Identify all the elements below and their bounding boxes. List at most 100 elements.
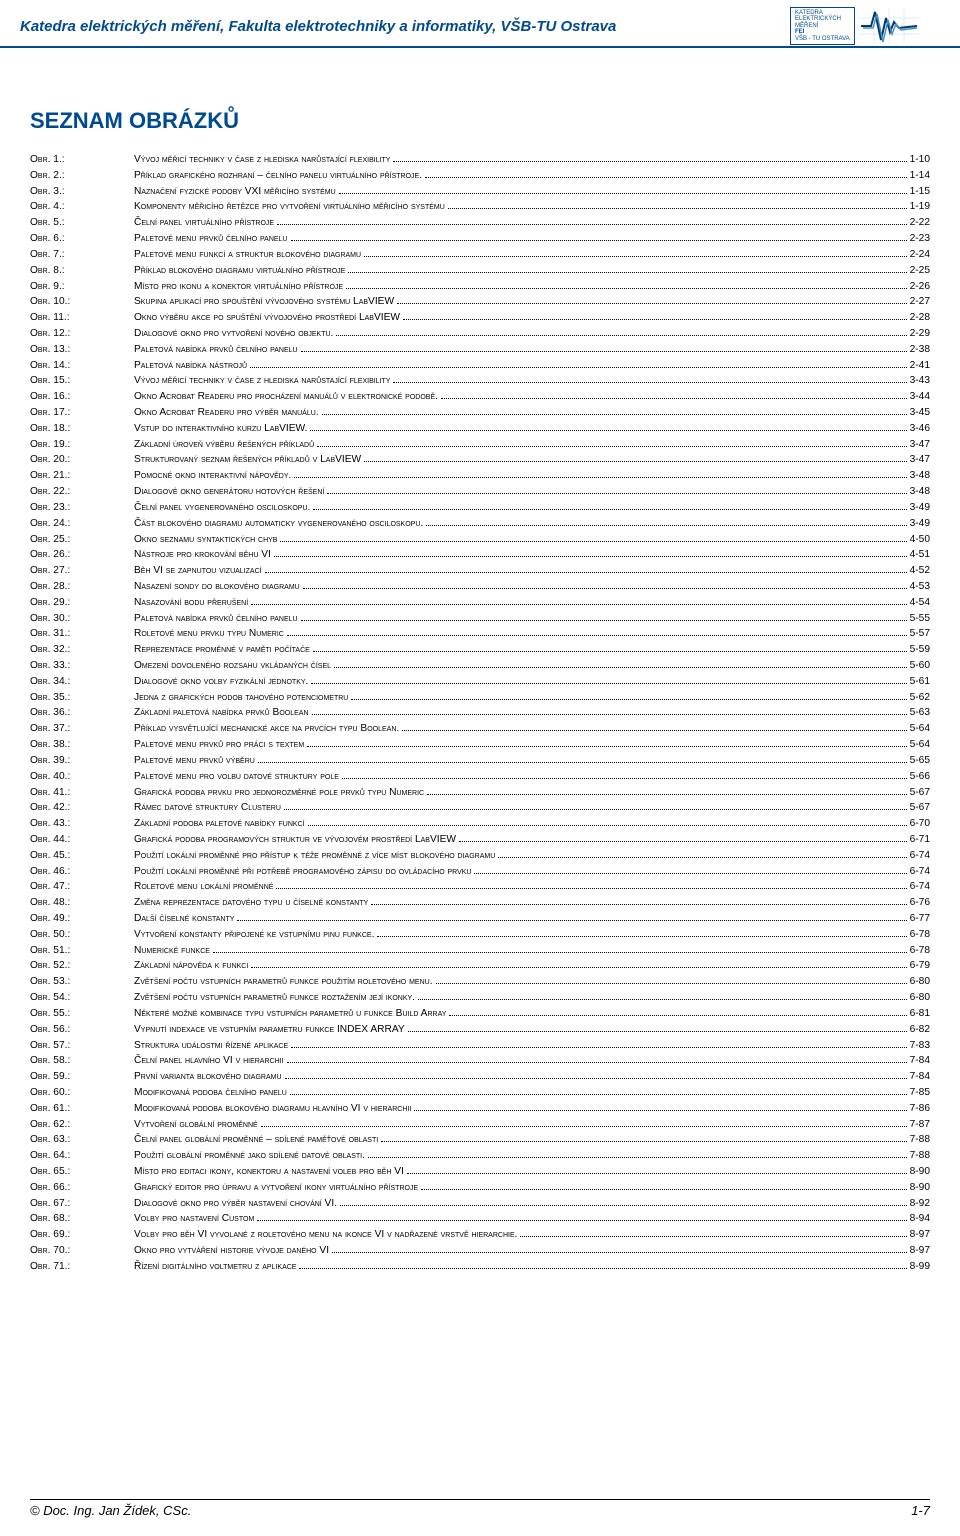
toc-description: Volby pro běh VI vyvolané z roletového m…: [134, 1227, 517, 1243]
toc-leader-dots: [311, 683, 906, 684]
toc-description: Čelní panel vygenerovaného osciloskopu.: [134, 500, 310, 516]
toc-page: 3-46: [910, 421, 930, 437]
toc-description: Čelní panel virtuálního přístroje: [134, 215, 274, 231]
toc-label: Obr. 58.:: [30, 1053, 130, 1069]
toc-leader-dots: [237, 920, 906, 921]
toc-description: První varianta blokového diagramu: [134, 1069, 282, 1085]
toc-page: 6-77: [910, 911, 930, 927]
toc-label: Obr. 43.:: [30, 816, 130, 832]
toc-label: Obr. 30.:: [30, 611, 130, 627]
toc-description: Místo pro editaci ikony, konektoru a nas…: [134, 1164, 404, 1180]
toc-leader-dots: [498, 857, 906, 858]
toc-page: 2-29: [910, 326, 930, 342]
toc-leader-dots: [322, 414, 907, 415]
toc-label: Obr. 3.:: [30, 184, 130, 200]
toc-description: Okno Acrobat Readeru pro výběr manuálu.: [134, 405, 319, 421]
toc-leader-dots: [213, 952, 907, 953]
toc-leader-dots: [276, 888, 906, 889]
toc-page: 2-23: [910, 231, 930, 247]
toc-label: Obr. 8.:: [30, 263, 130, 279]
toc-page: 5-63: [910, 705, 930, 721]
toc-row: Obr. 50.:Vytvoření konstanty připojené k…: [30, 927, 930, 943]
toc-row: Obr. 29.:Nasazování bodu přerušení4-54: [30, 595, 930, 611]
toc-leader-dots: [351, 699, 906, 700]
toc-row: Obr. 17.:Okno Acrobat Readeru pro výběr …: [30, 405, 930, 421]
toc-leader-dots: [287, 635, 907, 636]
toc-leader-dots: [448, 208, 907, 209]
toc-description: Vypnutí indexace ve vstupním parametru f…: [134, 1022, 405, 1038]
toc-description: Základní úroveň výběru řešených příkladů: [134, 437, 314, 453]
toc-row: Obr. 48.:Změna reprezentace datového typ…: [30, 895, 930, 911]
toc-label: Obr. 39.:: [30, 753, 130, 769]
toc-leader-dots: [348, 272, 906, 273]
toc-leader-dots: [393, 161, 906, 162]
toc-leader-dots: [312, 714, 907, 715]
toc-label: Obr. 33.:: [30, 658, 130, 674]
toc-row: Obr. 37.:Příklad vysvětlující mechanické…: [30, 721, 930, 737]
toc-page: 5-66: [910, 769, 930, 785]
toc-leader-dots: [407, 1173, 907, 1174]
toc-page: 3-47: [910, 452, 930, 468]
toc-description: Místo pro ikonu a konektor virtuálního p…: [134, 279, 343, 295]
toc-description: Roletové menu prvku typu Numeric: [134, 626, 284, 642]
toc-leader-dots: [284, 809, 907, 810]
toc-leader-dots: [257, 1220, 906, 1221]
toc-label: Obr. 7.:: [30, 247, 130, 263]
toc-label: Obr. 56.:: [30, 1022, 130, 1038]
toc-description: Paletová nabídka prvků čelního panelu: [134, 342, 298, 358]
toc-row: Obr. 71.:Řízení digitálního voltmetru z …: [30, 1259, 930, 1275]
toc-page: 7-88: [910, 1132, 930, 1148]
toc-row: Obr. 21.:Pomocné okno interaktivní nápov…: [30, 468, 930, 484]
toc-row: Obr. 33.:Omezení dovoleného rozsahu vklá…: [30, 658, 930, 674]
toc-leader-dots: [336, 335, 906, 336]
toc-page: 6-78: [910, 927, 930, 943]
toc-page: 4-52: [910, 563, 930, 579]
toc-description: Použití lokální proměnné pro přístup k t…: [134, 848, 495, 864]
toc-row: Obr. 1.:Vývoj měřicí techniky v čase z h…: [30, 152, 930, 168]
section-title: SEZNAM OBRÁZKŮ: [30, 108, 960, 134]
logo-line: MĚŘENÍ: [795, 23, 850, 30]
toc-description: Dialogové okno generátoru hotových řešen…: [134, 484, 324, 500]
toc-page: 2-28: [910, 310, 930, 326]
toc-row: Obr. 60.:Modifikovaná podoba čelního pan…: [30, 1085, 930, 1101]
toc-label: Obr. 19.:: [30, 437, 130, 453]
logo-line: FEI: [795, 29, 850, 36]
toc-row: Obr. 64.:Použití globální proměnné jako …: [30, 1148, 930, 1164]
toc-leader-dots: [414, 1110, 906, 1111]
toc-description: Jedna z grafických podob tahového potenc…: [134, 690, 348, 706]
toc-page: 3-47: [910, 437, 930, 453]
logo-line: ELEKTRICKÝCH: [795, 16, 850, 23]
toc-label: Obr. 25.:: [30, 532, 130, 548]
toc-description: Nasazování bodu přerušení: [134, 595, 248, 611]
toc-label: Obr. 12.:: [30, 326, 130, 342]
toc-label: Obr. 54.:: [30, 990, 130, 1006]
toc-label: Obr. 44.:: [30, 832, 130, 848]
toc-label: Obr. 27.:: [30, 563, 130, 579]
toc-row: Obr. 58.:Čelní panel hlavního VI v hiera…: [30, 1053, 930, 1069]
toc-label: Obr. 11.:: [30, 310, 130, 326]
toc-page: 8-90: [910, 1164, 930, 1180]
toc-leader-dots: [408, 1031, 907, 1032]
toc-page: 5-64: [910, 737, 930, 753]
toc-leader-dots: [303, 588, 907, 589]
toc-label: Obr. 1.:: [30, 152, 130, 168]
toc-row: Obr. 51.:Numerické funkce6-78: [30, 943, 930, 959]
toc-label: Obr. 59.:: [30, 1069, 130, 1085]
toc-row: Obr. 39.:Paletové menu prvků výběru5-65: [30, 753, 930, 769]
toc-row: Obr. 23.:Čelní panel vygenerovaného osci…: [30, 500, 930, 516]
toc-leader-dots: [421, 1189, 906, 1190]
toc-row: Obr. 12.:Dialogové okno pro vytvoření no…: [30, 326, 930, 342]
toc-leader-dots: [313, 651, 907, 652]
toc-label: Obr. 67.:: [30, 1196, 130, 1212]
toc-leader-dots: [313, 509, 906, 510]
toc-label: Obr. 31.:: [30, 626, 130, 642]
toc-description: Čelní panel hlavního VI v hierarchii: [134, 1053, 284, 1069]
toc-page: 1-14: [910, 168, 930, 184]
toc-leader-dots: [368, 1157, 907, 1158]
toc-description: Struktura událostmi řízené aplikace: [134, 1038, 288, 1054]
toc-leader-dots: [280, 541, 906, 542]
toc-leader-dots: [403, 319, 907, 320]
toc-page: 3-44: [910, 389, 930, 405]
toc-label: Obr. 51.:: [30, 943, 130, 959]
toc-label: Obr. 52.:: [30, 958, 130, 974]
